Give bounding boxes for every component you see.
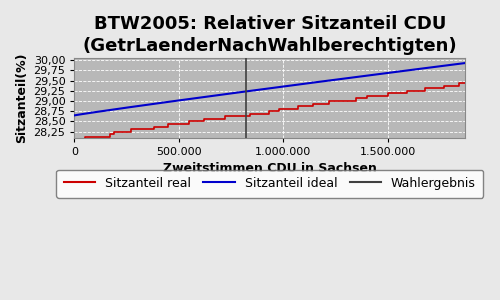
X-axis label: Zweitstimmen CDU in Sachsen: Zweitstimmen CDU in Sachsen (163, 162, 376, 176)
Y-axis label: Sitzanteil(%): Sitzanteil(%) (15, 53, 28, 143)
Title: BTW2005: Relativer Sitzanteil CDU
(GetrLaenderNachWahlberechtigten): BTW2005: Relativer Sitzanteil CDU (GetrL… (82, 15, 457, 55)
Legend: Sitzanteil real, Sitzanteil ideal, Wahlergebnis: Sitzanteil real, Sitzanteil ideal, Wahle… (56, 169, 484, 198)
